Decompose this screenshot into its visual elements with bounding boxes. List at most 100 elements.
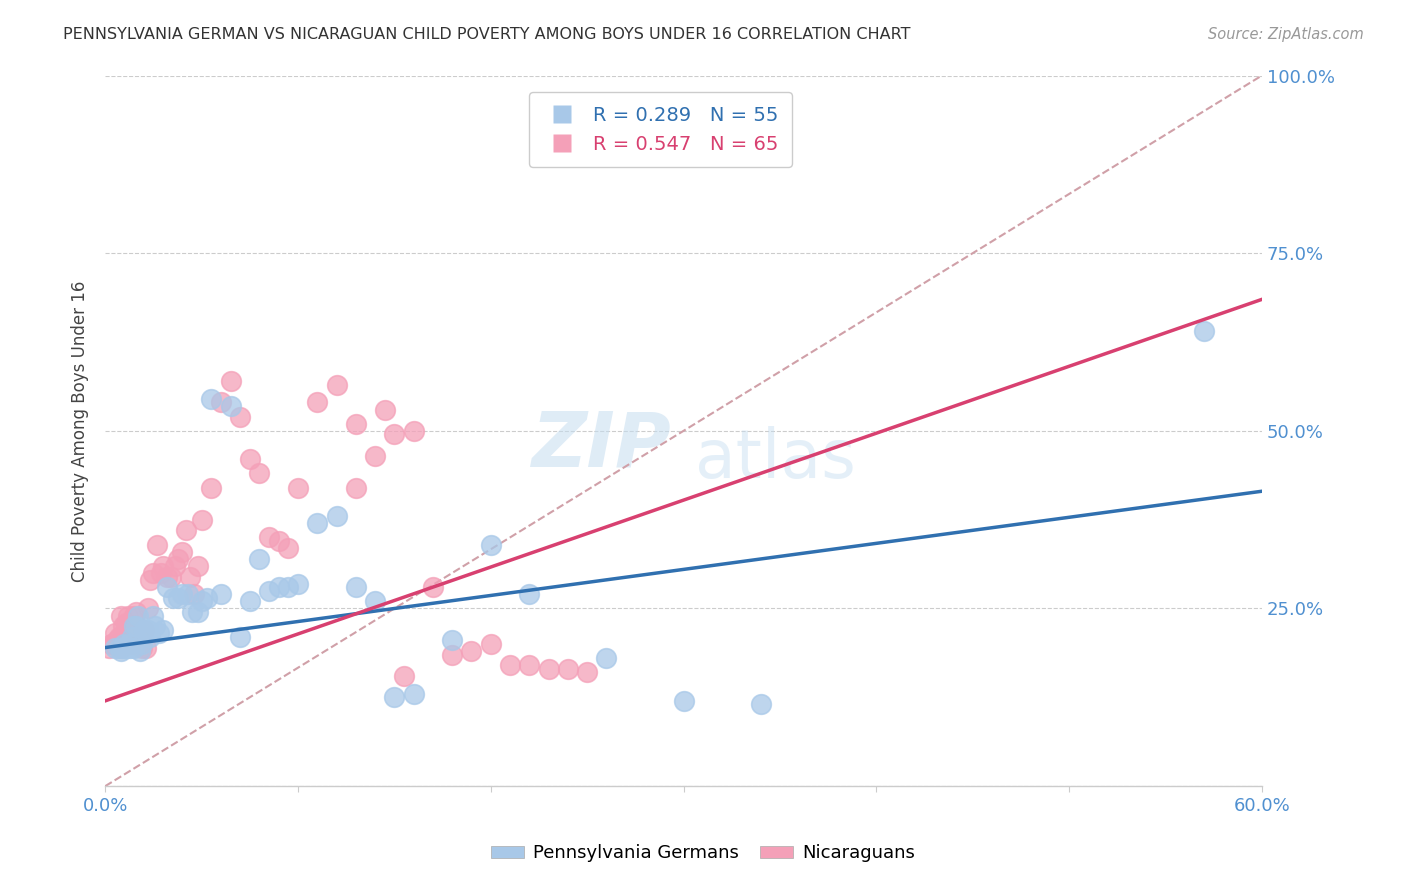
Point xyxy=(183,587,205,601)
Point xyxy=(441,633,464,648)
Point xyxy=(110,608,132,623)
Point xyxy=(392,669,415,683)
Point xyxy=(325,509,347,524)
Point xyxy=(749,698,772,712)
Point xyxy=(150,566,173,580)
Point xyxy=(111,619,134,633)
Point xyxy=(267,580,290,594)
Point xyxy=(159,569,181,583)
Point xyxy=(110,644,132,658)
Point xyxy=(364,594,387,608)
Point xyxy=(121,637,143,651)
Point xyxy=(460,644,482,658)
Point xyxy=(595,651,617,665)
Point xyxy=(517,658,540,673)
Point xyxy=(267,533,290,548)
Y-axis label: Child Poverty Among Boys Under 16: Child Poverty Among Boys Under 16 xyxy=(72,280,89,582)
Text: PENNSYLVANIA GERMAN VS NICARAGUAN CHILD POVERTY AMONG BOYS UNDER 16 CORRELATION : PENNSYLVANIA GERMAN VS NICARAGUAN CHILD … xyxy=(63,27,911,42)
Point xyxy=(307,516,329,531)
Point xyxy=(152,558,174,573)
Point xyxy=(479,637,502,651)
Point xyxy=(179,569,201,583)
Point xyxy=(131,640,153,655)
Point xyxy=(117,637,139,651)
Point xyxy=(104,626,127,640)
Point xyxy=(110,640,132,655)
Point xyxy=(172,544,194,558)
Point xyxy=(125,605,148,619)
Point xyxy=(384,427,406,442)
Point xyxy=(197,591,219,605)
Point xyxy=(115,640,138,655)
Point xyxy=(277,541,299,555)
Point xyxy=(163,558,186,573)
Point xyxy=(100,637,122,651)
Point xyxy=(127,630,149,644)
Point xyxy=(177,587,200,601)
Point xyxy=(190,594,212,608)
Point xyxy=(557,662,579,676)
Point xyxy=(111,640,134,655)
Point xyxy=(120,640,142,655)
Point xyxy=(537,662,560,676)
Legend: R = 0.289   N = 55, R = 0.547   N = 65: R = 0.289 N = 55, R = 0.547 N = 65 xyxy=(529,93,792,168)
Point xyxy=(156,580,179,594)
Point xyxy=(125,619,148,633)
Point xyxy=(344,481,367,495)
Point xyxy=(104,640,127,655)
Text: atlas: atlas xyxy=(695,426,856,492)
Point xyxy=(200,392,222,406)
Point xyxy=(105,633,128,648)
Point xyxy=(162,591,184,605)
Point xyxy=(239,452,262,467)
Point xyxy=(307,395,329,409)
Point xyxy=(138,630,160,644)
Point xyxy=(143,619,166,633)
Point xyxy=(344,580,367,594)
Point xyxy=(325,377,347,392)
Point xyxy=(114,640,136,655)
Point xyxy=(402,687,425,701)
Point xyxy=(576,665,599,680)
Point xyxy=(132,623,155,637)
Point xyxy=(129,626,152,640)
Point xyxy=(384,690,406,705)
Point xyxy=(344,417,367,431)
Point xyxy=(148,626,170,640)
Point xyxy=(131,637,153,651)
Point xyxy=(167,551,190,566)
Legend: Pennsylvania Germans, Nicaraguans: Pennsylvania Germans, Nicaraguans xyxy=(484,838,922,870)
Point xyxy=(200,481,222,495)
Point xyxy=(402,424,425,438)
Point xyxy=(127,608,149,623)
Text: Source: ZipAtlas.com: Source: ZipAtlas.com xyxy=(1208,27,1364,42)
Point xyxy=(142,566,165,580)
Point xyxy=(287,481,309,495)
Point xyxy=(136,601,159,615)
Point xyxy=(122,619,145,633)
Point xyxy=(107,630,129,644)
Point xyxy=(277,580,299,594)
Point xyxy=(172,587,194,601)
Point xyxy=(129,644,152,658)
Point xyxy=(107,640,129,655)
Point xyxy=(174,524,197,538)
Point xyxy=(441,648,464,662)
Point xyxy=(146,537,169,551)
Point xyxy=(374,402,396,417)
Point xyxy=(156,569,179,583)
Point xyxy=(672,694,695,708)
Point xyxy=(239,594,262,608)
Point xyxy=(209,395,232,409)
Point xyxy=(229,409,252,424)
Point xyxy=(122,640,145,655)
Point xyxy=(219,374,242,388)
Point xyxy=(114,637,136,651)
Point xyxy=(499,658,522,673)
Point xyxy=(209,587,232,601)
Point xyxy=(249,551,271,566)
Point xyxy=(142,608,165,623)
Point xyxy=(187,605,209,619)
Point xyxy=(181,605,204,619)
Point xyxy=(190,513,212,527)
